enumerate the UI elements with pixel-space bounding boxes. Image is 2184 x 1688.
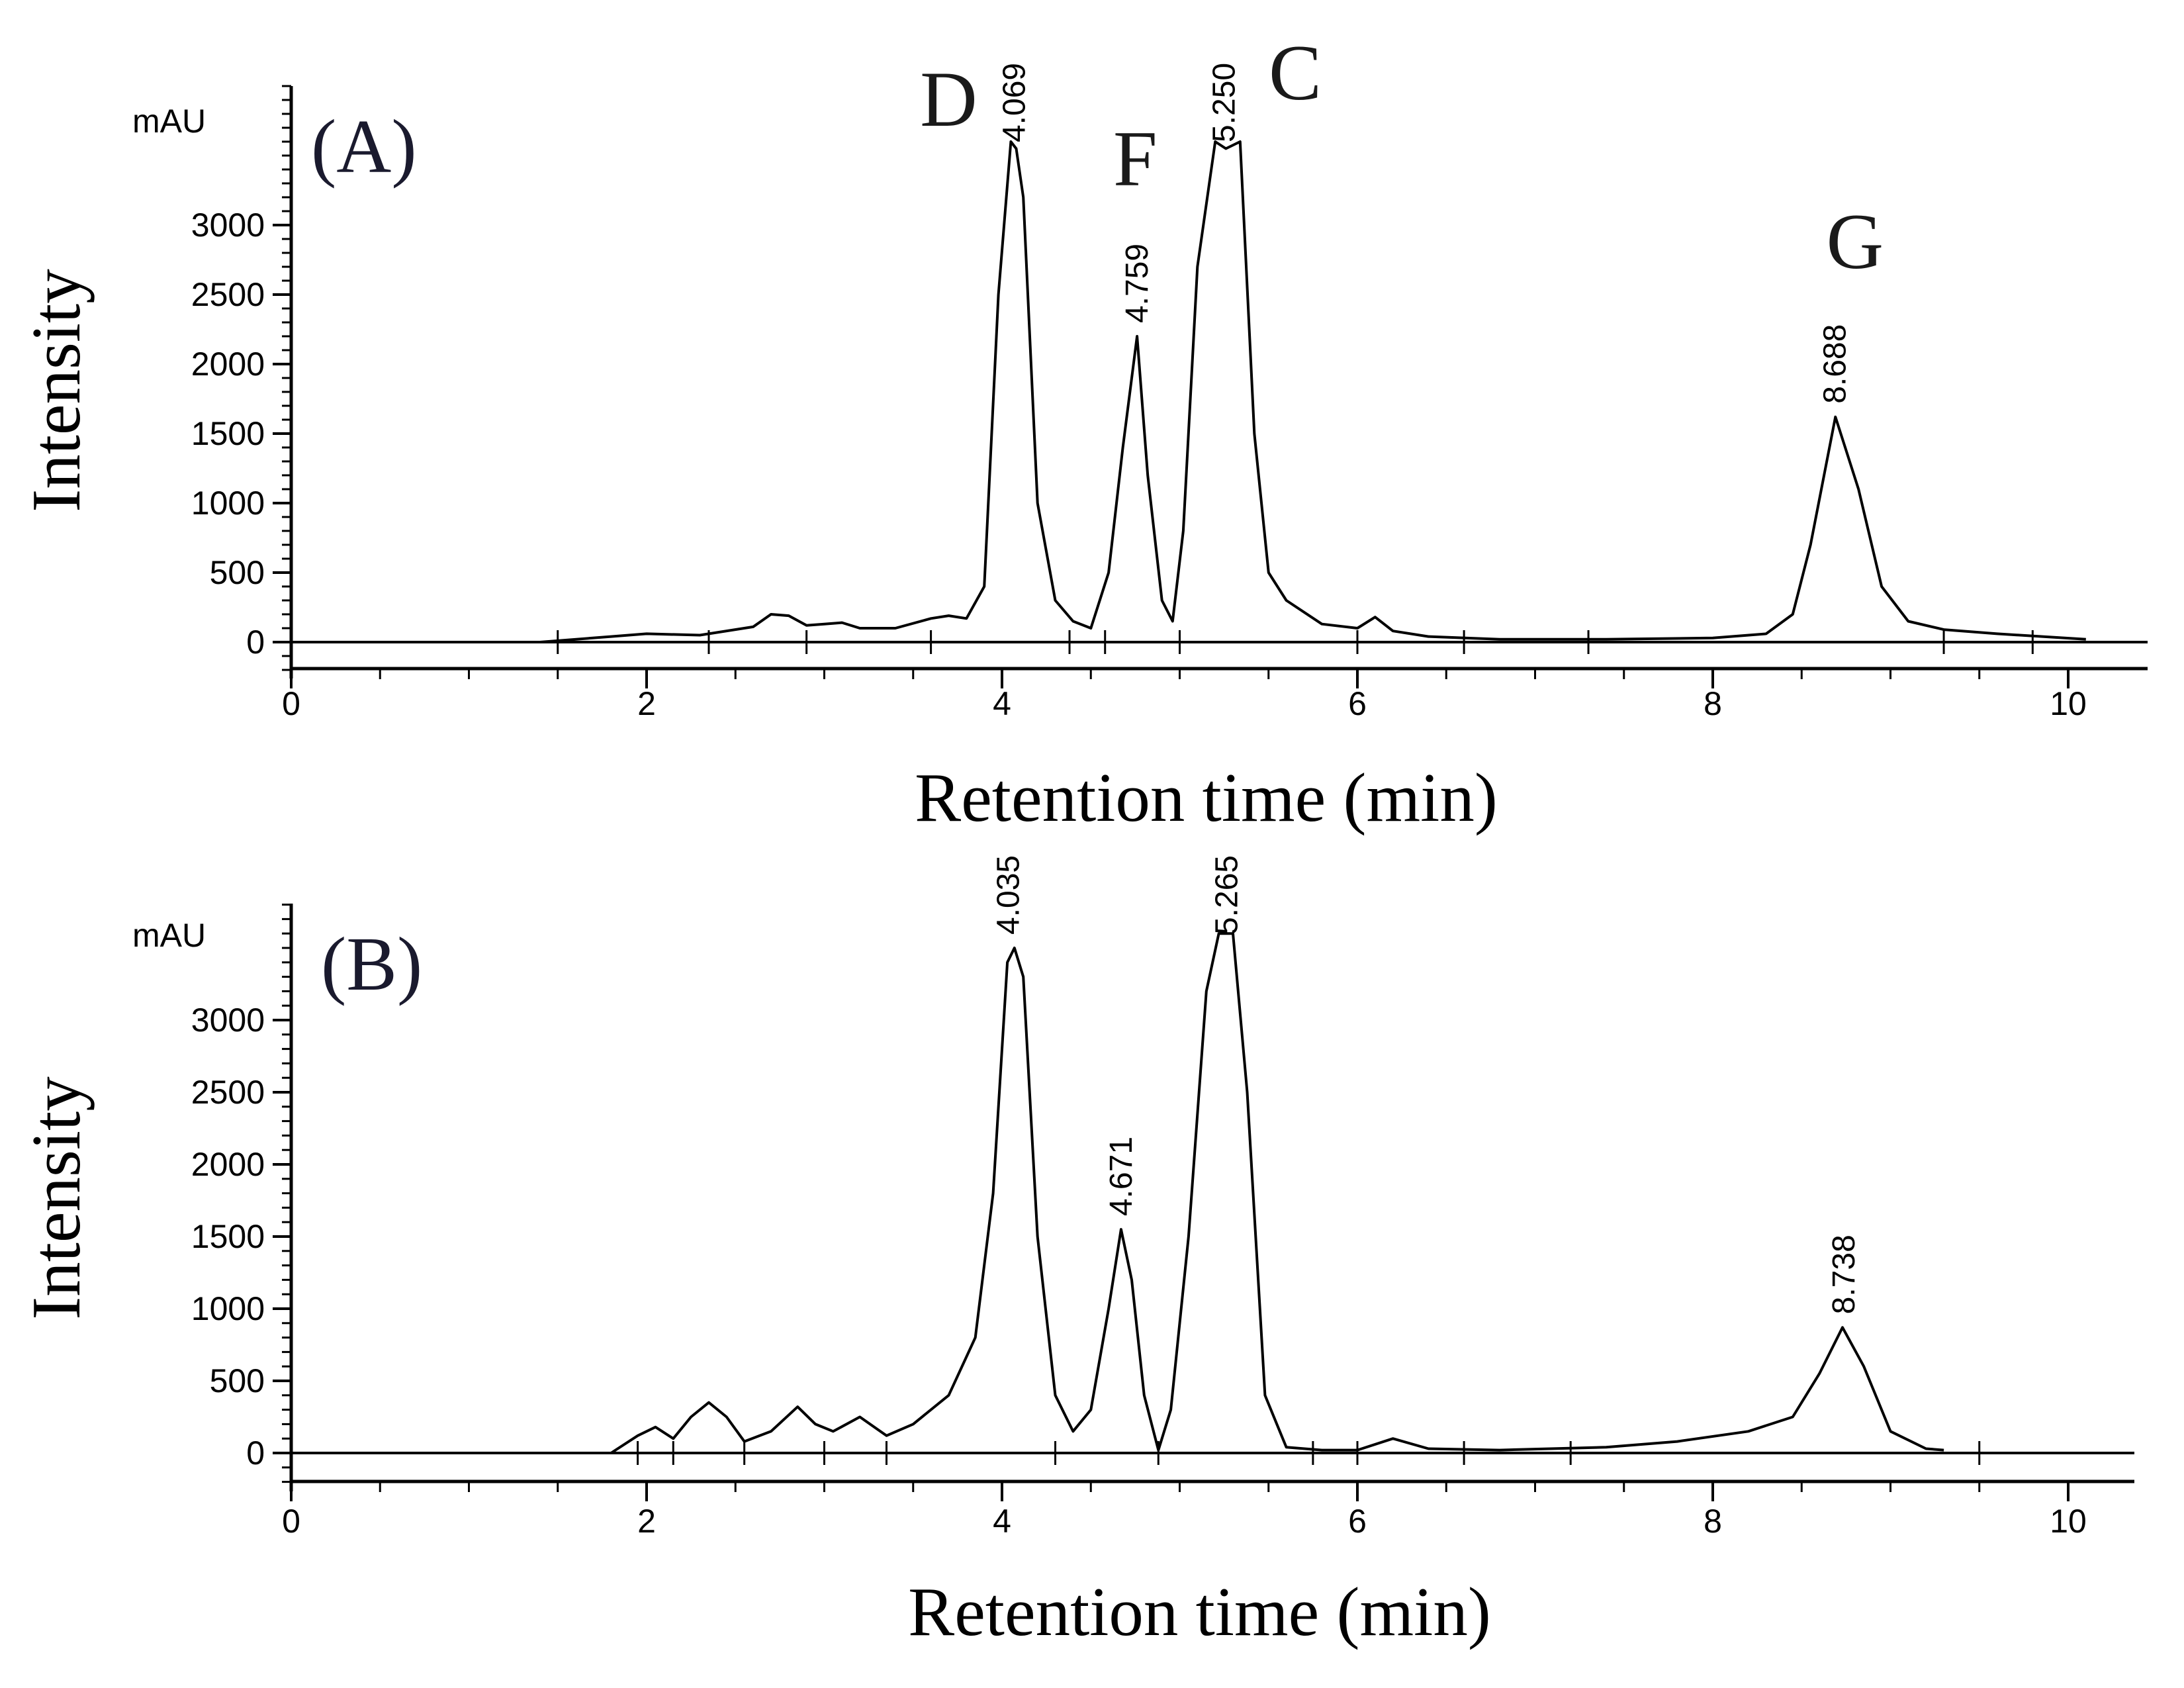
y-tick-label: 2000 [191, 346, 265, 383]
x-tick-label: 10 [2050, 1503, 2087, 1540]
x-tick-label: 4 [993, 685, 1011, 722]
y-tick-label: 2000 [191, 1146, 265, 1183]
chromatogram-line [539, 140, 2086, 643]
y-tick-label: 3000 [191, 1002, 265, 1039]
x-tick-label: 8 [1704, 685, 1722, 722]
chromatogram-line [610, 932, 1944, 1454]
y-tick-label: 2500 [191, 276, 265, 313]
y-tick-label: 1000 [191, 1290, 265, 1327]
y-tick-label: 0 [246, 624, 265, 661]
y-axis-title: Intensity [17, 269, 95, 512]
peak-time-label: 5.250 [1207, 63, 1242, 142]
x-tick-label: 8 [1704, 1503, 1722, 1540]
peak-time-label: 5.265 [1210, 855, 1245, 935]
peak-letter: F [1113, 115, 1158, 203]
x-axis-title: Retention time (min) [908, 1573, 1491, 1650]
y-tick-label: 1500 [191, 1218, 265, 1255]
peak-time-label: 4.035 [991, 855, 1026, 935]
y-unit-label: mAU [132, 103, 206, 140]
x-tick-label: 0 [282, 1503, 300, 1540]
peak-time-label: 8.738 [1827, 1235, 1862, 1314]
x-tick-label: 6 [1348, 1503, 1367, 1540]
x-tick-label: 2 [637, 685, 656, 722]
panel-label: (A) [311, 105, 417, 189]
x-tick-label: 0 [282, 685, 300, 722]
y-tick-label: 500 [210, 554, 265, 591]
y-tick-label: 0 [246, 1434, 265, 1472]
y-tick-label: 3000 [191, 207, 265, 244]
y-tick-label: 1000 [191, 485, 265, 522]
x-axis-title: Retention time (min) [915, 759, 1498, 836]
y-tick-label: 1500 [191, 415, 265, 452]
x-tick-label: 2 [637, 1503, 656, 1540]
peak-letter: G [1826, 197, 1884, 285]
peak-time-label: 4.671 [1104, 1137, 1139, 1216]
y-tick-label: 2500 [191, 1074, 265, 1111]
peak-time-label: 4.759 [1120, 244, 1155, 323]
x-tick-label: 6 [1348, 685, 1367, 722]
y-axis-title: Intensity [17, 1076, 95, 1320]
peak-time-label: 4.069 [997, 63, 1032, 142]
y-tick-label: 500 [210, 1362, 265, 1399]
chart-panel-a: 0 500 1000 1500 2000 2500 3000 mAU 0 2 4 6 8 10 Retent… [17, 28, 2148, 836]
peak-letter: D [920, 55, 978, 143]
chart-panel-b: 0 500 1000 1500 2000 2500 3000 mAU 0 2 4 6 8 10 Retent… [17, 855, 2134, 1650]
peak-letter: C [1269, 28, 1322, 117]
x-tick-label: 4 [993, 1503, 1011, 1540]
peak-time-label: 8.688 [1818, 324, 1853, 404]
x-tick-label: 10 [2050, 685, 2087, 722]
panel-label: (B) [321, 922, 422, 1006]
y-unit-label: mAU [132, 917, 206, 954]
